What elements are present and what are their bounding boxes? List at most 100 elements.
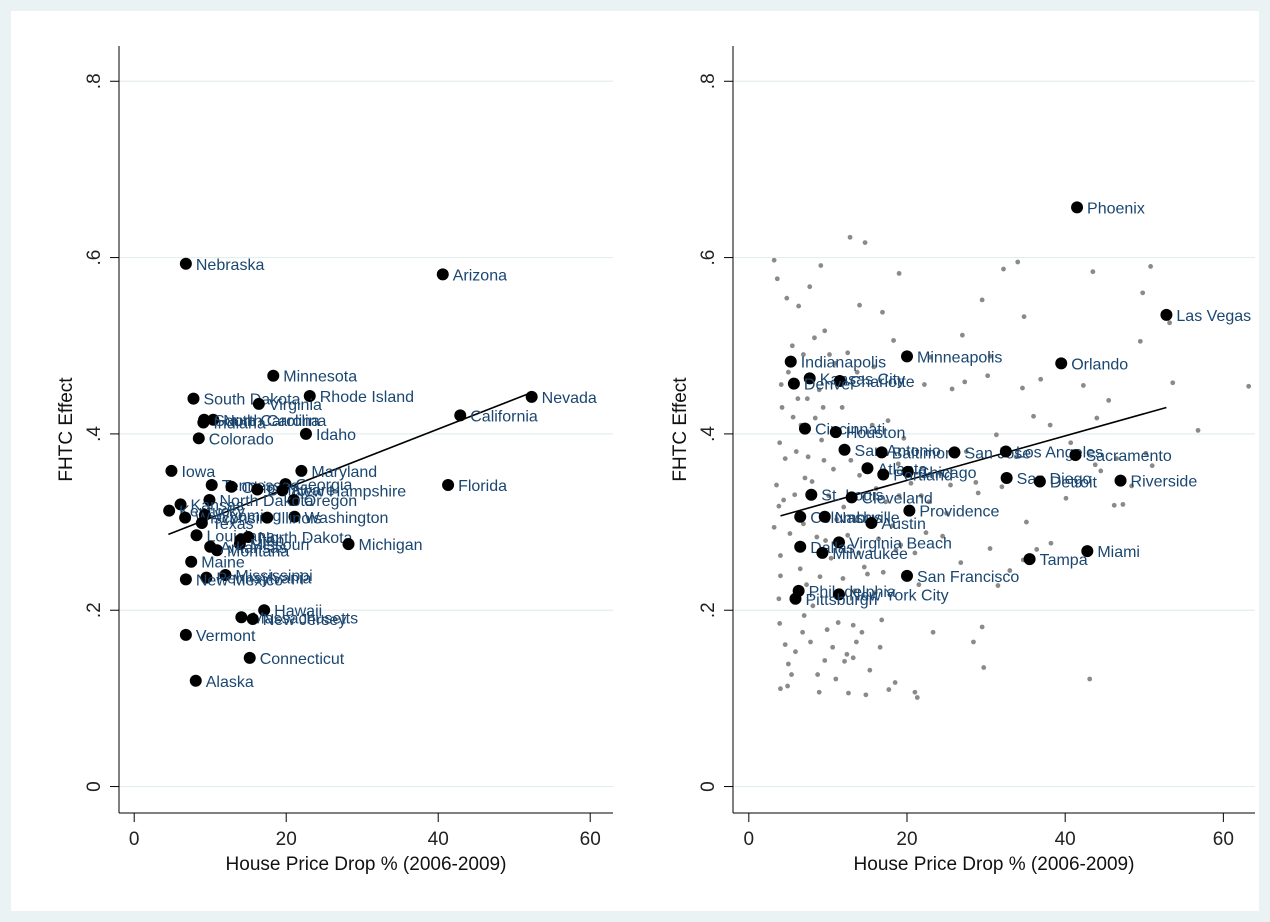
background-point (883, 499, 889, 505)
background-point (1063, 495, 1069, 501)
data-point-label: Oregon (304, 493, 357, 510)
x-tick-label: 0 (129, 829, 140, 850)
background-point (789, 343, 795, 349)
data-point-label: Minnesota (283, 369, 357, 386)
background-point (958, 560, 964, 566)
background-point (841, 504, 847, 510)
data-point-label: Detroit (1050, 475, 1098, 492)
background-point (880, 569, 886, 575)
data-point (948, 446, 961, 459)
background-point (1149, 463, 1155, 469)
background-point (782, 456, 788, 461)
background-point (817, 574, 823, 580)
background-point (859, 629, 865, 635)
data-point (267, 369, 280, 382)
background-point (948, 482, 953, 488)
background-point (812, 335, 817, 341)
background-point (853, 517, 858, 523)
background-point (790, 414, 796, 420)
background-point (781, 497, 787, 503)
data-point-label: San Jose (964, 445, 1031, 462)
data-point (261, 511, 274, 524)
data-point-label: New Jersey (263, 612, 347, 629)
data-point (787, 377, 800, 390)
data-point (192, 432, 205, 445)
background-point (802, 475, 808, 481)
data-point-label: Nashville (835, 510, 900, 527)
data-point (179, 511, 192, 524)
data-point (903, 504, 916, 517)
background-point (778, 553, 783, 558)
y-tick-label: 0 (698, 781, 719, 792)
background-point (886, 687, 892, 692)
background-point (1007, 568, 1013, 573)
background-point (971, 639, 976, 645)
data-point-label: Utah (251, 533, 285, 550)
background-point (804, 582, 809, 588)
data-point (197, 416, 210, 429)
data-point (179, 257, 192, 270)
data-point-label: Vermont (196, 628, 256, 645)
data-point (794, 510, 807, 523)
y-tick-label: .2 (84, 602, 105, 618)
background-point (876, 536, 881, 542)
background-point (981, 665, 987, 670)
background-point (959, 332, 965, 338)
background-point (930, 629, 936, 635)
background-point (846, 690, 851, 696)
data-point-label: San Antonio (855, 443, 941, 460)
data-point-label: Tampa (1040, 552, 1088, 569)
background-point (1114, 456, 1119, 461)
data-point (838, 443, 851, 456)
background-point (807, 284, 813, 290)
background-point (1092, 462, 1098, 468)
background-point (852, 588, 858, 594)
background-point (818, 263, 824, 268)
background-point (801, 613, 807, 618)
y-tick-label: .2 (698, 602, 719, 618)
background-point (820, 405, 826, 410)
background-point (815, 672, 821, 677)
background-point (865, 571, 870, 577)
data-point (251, 483, 264, 496)
data-point (195, 516, 208, 529)
background-point (819, 437, 824, 443)
x-tick-label: 20 (276, 829, 297, 850)
background-point (896, 271, 902, 276)
data-point (1069, 449, 1082, 462)
data-point-label: Washington (305, 510, 389, 527)
data-point-label: Miami (1097, 544, 1140, 561)
background-point (985, 373, 991, 379)
data-point (174, 498, 187, 511)
background-point (797, 566, 803, 572)
data-point-label: New Hampshire (292, 483, 406, 500)
data-point-label: Phoenix (1087, 200, 1145, 217)
data-point (243, 651, 256, 664)
background-point (895, 461, 901, 467)
data-point-label: Baltimore (892, 445, 960, 462)
background-point (842, 658, 847, 664)
data-point-label: Philadelphia (809, 584, 896, 601)
data-point (1000, 471, 1013, 484)
background-point (916, 582, 922, 588)
data-point-label: Virginia Beach (849, 535, 952, 552)
background-point (816, 689, 822, 695)
background-point (847, 234, 853, 240)
data-point (818, 510, 831, 523)
data-point (225, 480, 238, 493)
fit-line (780, 406, 1167, 517)
data-point (794, 540, 807, 553)
background-point (796, 303, 802, 309)
y-tick-label: .6 (84, 250, 105, 266)
data-point-label: Alaska (206, 674, 254, 691)
data-point (235, 611, 248, 624)
background-point (1087, 676, 1093, 682)
background-point (785, 369, 791, 375)
background-point (908, 480, 914, 486)
background-point (1080, 383, 1086, 388)
background-point (949, 386, 955, 392)
data-point (833, 375, 846, 388)
data-point-label: Virginia (269, 397, 322, 414)
x-tick-label: 60 (580, 829, 601, 850)
background-point (890, 523, 896, 528)
